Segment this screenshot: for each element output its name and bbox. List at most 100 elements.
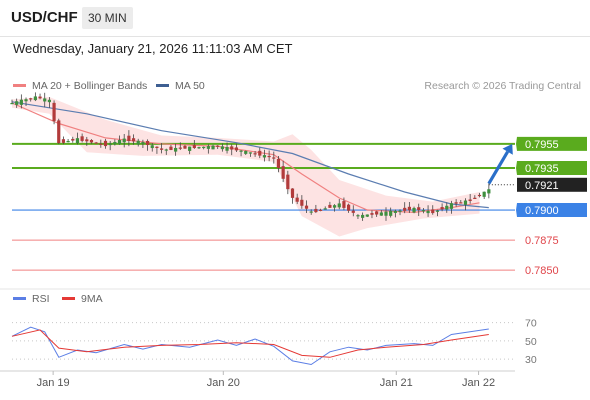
candle-body [435,210,440,212]
rsi-panel: RSI 9MA 70 50 30 [0,288,590,366]
candle-body [370,213,374,215]
level-label-0.7935: 0.7935 [525,163,559,175]
candle-body [188,146,192,151]
level-tag-0.7900 [516,203,587,218]
candle-body [71,138,75,141]
candle-body [379,212,383,216]
candle-body [295,197,299,202]
level-labels: 0.7955 0.7935 0.7921 0.7900 0.7875 0.7850 [516,136,587,277]
rsi-ma-swatch [62,297,75,300]
candle-body [290,188,295,198]
level-tag-0.7955 [516,136,587,151]
candle-body [33,96,37,101]
candle-body [337,203,341,208]
current-price-tag [517,177,587,192]
candle-body [38,96,42,99]
candle-body [234,147,238,151]
candle-body [225,147,229,151]
moving-averages [11,101,489,214]
time-tick-label: Jan 19 [37,377,70,389]
rsi-tick-50: 50 [525,336,537,348]
candle-body [47,99,51,103]
candle-body [276,158,281,169]
candle-body [150,145,154,149]
time-axis: Jan 19 Jan 20 Jan 21 Jan 22 [0,370,515,389]
candle-body [445,205,449,210]
level-tag-0.7935 [516,160,587,175]
candle-body [393,210,397,213]
candle-body [117,140,122,144]
candle-body [24,99,28,102]
candle-body [85,139,89,142]
candle-body [482,191,486,197]
level-label-0.7955: 0.7955 [525,139,559,151]
candle-body [141,142,145,144]
ma20-line [11,102,480,214]
candle-body [169,146,173,150]
candle-body [431,209,435,214]
candle-body [94,142,98,144]
candle-body [426,210,430,214]
rsi-ma-legend-label: 9MA [81,293,103,305]
price-series [10,92,491,221]
currency-pair: USD/CHF [11,9,78,26]
candle-body [253,153,257,155]
candle-body [304,205,309,209]
candle-body [61,139,66,143]
candle-body [10,102,14,105]
candle-body [52,102,56,121]
ma50-swatch [156,83,169,87]
rsi-tick-30: 30 [525,354,537,366]
candle-body [318,209,323,211]
forecast-arrow [487,143,513,185]
candle-body [258,150,262,156]
candle-body [412,207,416,213]
candle-body [398,210,402,212]
candle-body [178,147,182,149]
time-tick-label: Jan 22 [462,377,495,389]
candle-body [421,210,425,212]
candle-body [164,149,168,151]
candle-body [477,194,482,197]
candle-body [332,205,337,208]
candle-body [202,146,206,149]
candle-body [108,143,112,146]
candle-body [375,211,379,215]
candle-body [351,210,355,213]
candle-body [487,189,491,194]
candle-body [417,207,421,211]
candle-body [440,207,444,210]
ma50-line [11,101,489,209]
candle-body [75,138,80,144]
candle-body [463,200,468,205]
rsi-tick-70: 70 [525,318,537,330]
candle-body [174,147,178,152]
timeframe-badge[interactable]: 30 MIN [82,7,133,29]
candle-body [459,202,463,204]
candle-body [29,98,33,100]
arrow-head [502,143,513,155]
candle-body [309,211,313,213]
current-price-label: 0.7921 [525,180,559,192]
rsi-swatch [13,297,26,300]
level-label-0.7875: 0.7875 [525,235,559,247]
time-tick-label: Jan 20 [207,377,240,389]
candle-body [342,201,346,208]
candle-body [356,215,360,217]
candle-body [286,174,290,190]
candle-body [473,197,477,199]
candle-body [220,146,224,150]
rsi-line [11,326,489,366]
candle-body [19,99,23,105]
candle-body [131,138,136,142]
candle-body [216,145,220,147]
candle-body [323,208,327,210]
candle-body [468,199,472,201]
ma50-label: MA 50 [175,80,205,92]
candle-body [239,150,243,152]
candle-body [89,139,94,143]
bollinger-bands [12,97,480,237]
credit-text: Research © 2026 Trading Central [424,80,581,92]
candle-body [384,211,388,216]
